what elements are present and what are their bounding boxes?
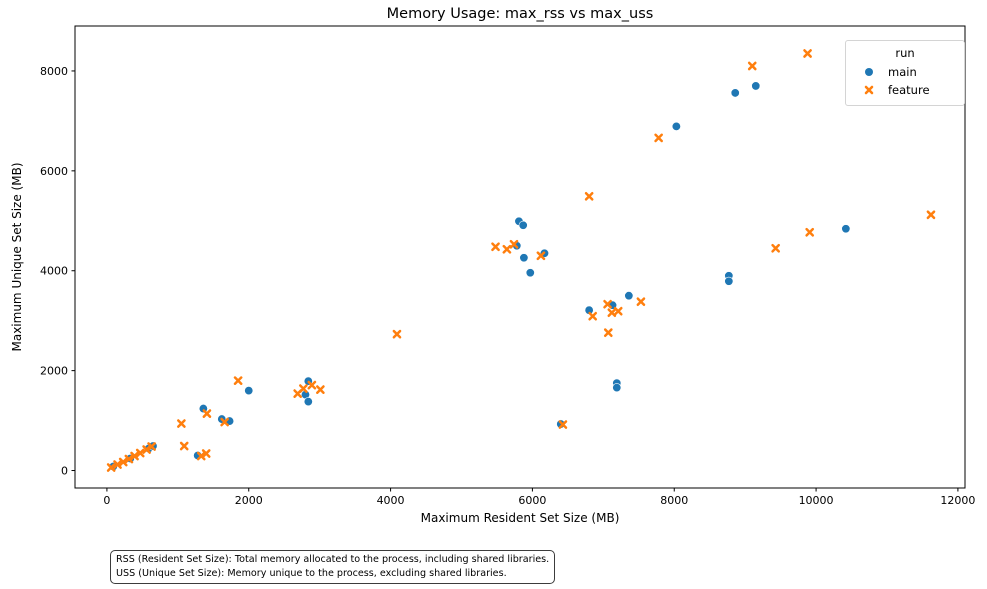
data-point-feature — [491, 242, 500, 252]
data-point-feature — [603, 299, 612, 309]
data-point-feature — [124, 454, 134, 464]
legend-label-main: main — [888, 65, 917, 79]
data-point-feature — [147, 442, 156, 451]
data-point-feature — [142, 445, 151, 454]
y-tick-label: 4000 — [40, 265, 68, 278]
data-point-feature — [613, 306, 623, 316]
data-point-feature — [113, 460, 122, 469]
data-point-main — [671, 121, 681, 131]
legend-marker-main — [865, 68, 873, 76]
data-point-feature — [201, 449, 211, 458]
footnote-line-rss: RSS (Resident Set Size): Total memory al… — [116, 554, 550, 565]
x-tick-label: 6000 — [518, 494, 546, 507]
y-tick-label: 2000 — [40, 365, 68, 378]
data-point-feature — [636, 297, 646, 307]
footnote-line-uss: USS (Unique Set Size): Memory unique to … — [116, 567, 507, 579]
data-point-feature — [177, 419, 186, 428]
data-point-feature — [536, 251, 546, 261]
data-point-feature — [392, 329, 402, 339]
data-point-feature — [316, 385, 325, 394]
x-tick-label: 12000 — [940, 494, 975, 507]
data-point-feature — [220, 417, 229, 427]
data-point-feature — [584, 191, 594, 201]
data-point-main — [612, 383, 622, 393]
y-tick-label: 8000 — [40, 65, 68, 78]
y-axis-label: Maximum Unique Set Size (MB) — [10, 162, 24, 352]
data-point-feature — [803, 49, 812, 58]
circle-marker-icon — [862, 68, 876, 76]
data-point-feature — [179, 441, 189, 451]
data-point-main — [518, 220, 528, 230]
data-point-main — [841, 224, 851, 234]
data-point-feature — [654, 133, 663, 143]
data-point-main — [624, 291, 634, 301]
data-point-feature — [558, 420, 568, 429]
data-point-feature — [299, 384, 308, 393]
legend-title: run — [895, 46, 915, 60]
data-point-main — [730, 88, 740, 98]
data-point-feature — [135, 448, 145, 458]
x-tick-label: 2000 — [235, 494, 263, 507]
data-point-feature — [926, 210, 936, 220]
x-tick-label: 8000 — [660, 494, 688, 507]
legend-label-feature: feature — [888, 83, 930, 97]
axes-frame — [74, 25, 966, 489]
y-tick-label: 0 — [61, 465, 68, 478]
x-tick-label: 10000 — [799, 494, 834, 507]
data-point-feature — [805, 227, 815, 237]
data-point-feature — [196, 451, 206, 461]
x-marker-icon — [862, 85, 876, 95]
data-point-feature — [106, 463, 116, 472]
data-point-feature — [509, 239, 519, 249]
legend-item-feature: feature — [852, 81, 958, 99]
chart-title: Memory Usage: max_rss vs max_uss — [386, 6, 654, 22]
legend-marker-feature — [864, 85, 874, 95]
data-point-feature — [118, 457, 128, 467]
legend-item-main: main — [852, 63, 958, 81]
data-point-main — [244, 386, 254, 396]
data-point-feature — [588, 311, 598, 321]
footnote-box: RSS (Resident Set Size): Total memory al… — [110, 550, 556, 584]
data-point-main — [303, 397, 313, 407]
data-point-main — [525, 268, 535, 278]
x-tick-label: 0 — [103, 494, 110, 507]
data-point-feature — [233, 376, 243, 385]
data-point-main — [519, 253, 529, 263]
data-point-feature — [202, 409, 212, 418]
data-point-feature — [747, 61, 757, 71]
data-point-feature — [771, 243, 781, 253]
data-point-feature — [307, 380, 317, 390]
x-axis-label: Maximum Resident Set Size (MB) — [420, 511, 620, 525]
data-point-feature — [607, 308, 617, 318]
data-point-main — [724, 276, 734, 286]
x-tick-label: 4000 — [377, 494, 405, 507]
y-tick-label: 6000 — [40, 165, 68, 178]
data-point-feature — [603, 328, 613, 338]
data-point-main — [751, 81, 761, 91]
legend: run main feature — [845, 40, 965, 106]
data-point-feature — [502, 244, 512, 254]
data-point-feature — [130, 451, 139, 461]
